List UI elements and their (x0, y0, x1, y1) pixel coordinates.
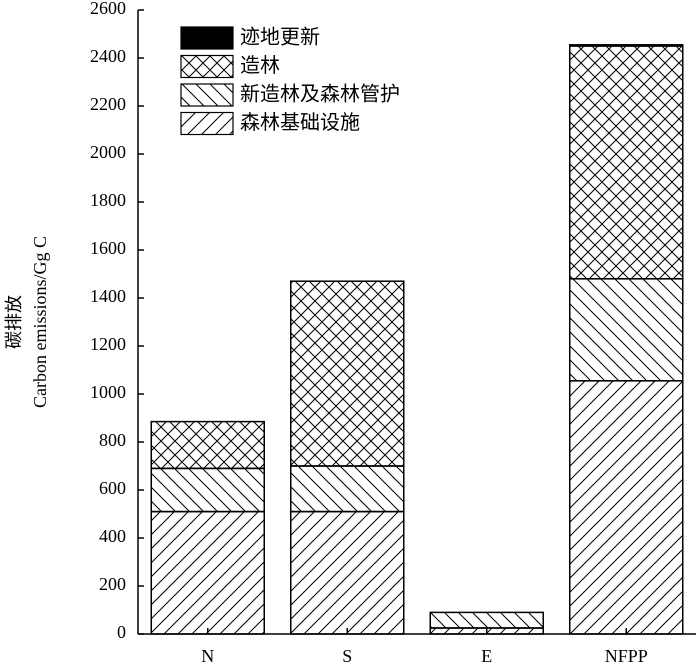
bar-segment (290, 510, 405, 635)
bar-segment (290, 280, 405, 467)
y-tick-label: 400 (99, 526, 126, 546)
y-tick-label: 0 (117, 622, 126, 642)
x-tick-label: S (342, 646, 352, 666)
y-tick-label: 2400 (90, 46, 126, 66)
y-tick-label: 2000 (90, 142, 126, 162)
y-tick-label: 200 (99, 574, 126, 594)
bar-segment (569, 278, 684, 382)
bar-segment (150, 467, 265, 513)
y-tick-label: 1400 (90, 286, 126, 306)
legend-label: 迹地更新 (240, 26, 320, 49)
legend-label: 新造林及森林管护 (240, 83, 400, 106)
y-tick-label: 1600 (90, 238, 126, 258)
x-tick-label: N (201, 646, 214, 666)
y-tick-label: 1000 (90, 382, 126, 402)
legend-swatch (180, 83, 234, 107)
bar-segment (429, 611, 544, 629)
y-tick-label: 2600 (90, 0, 126, 18)
y-tick-label: 1200 (90, 334, 126, 354)
legend-label: 森林基础设施 (240, 111, 360, 134)
x-tick-label: NFPP (605, 646, 648, 666)
y-axis-label: 碳排放 (4, 295, 24, 349)
y-tick-label: 800 (99, 430, 126, 450)
y-tick-label: 600 (99, 478, 126, 498)
legend-swatch (180, 26, 234, 50)
y-tick-label: 2200 (90, 94, 126, 114)
legend-label: 造林 (240, 54, 280, 77)
bar-segment (290, 465, 405, 513)
legend-swatch (180, 111, 234, 136)
bar-segment (569, 45, 684, 280)
y-tick-label: 1800 (90, 190, 126, 210)
bar-segment (429, 627, 544, 635)
bar-segment (569, 44, 684, 47)
x-tick-label: E (481, 646, 492, 666)
bar-segment (150, 510, 265, 635)
bar-segment (150, 420, 265, 470)
legend-swatch (180, 54, 234, 79)
bar-segment (569, 380, 684, 635)
y-axis-label: Carbon emissions/Gg C (30, 236, 50, 408)
